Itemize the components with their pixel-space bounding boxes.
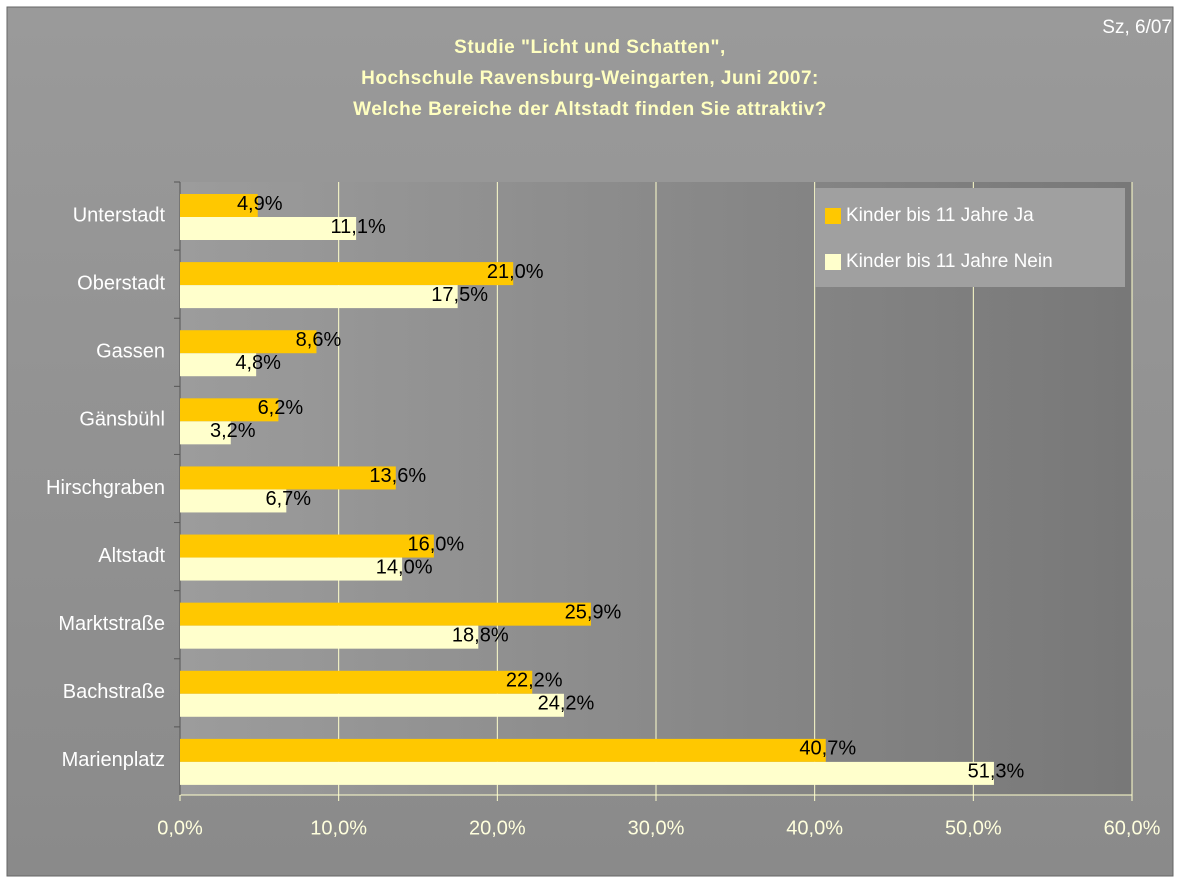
x-tick-label: 0,0%	[157, 817, 203, 839]
y-tick-label: Marktstraße	[58, 613, 165, 635]
bar	[180, 217, 357, 240]
bar	[180, 466, 396, 490]
legend-label: Kinder bis 11 Jahre Ja	[846, 205, 1034, 226]
y-tick-label: Marienplatz	[62, 749, 165, 771]
y-tick-label: Unterstadt	[73, 204, 166, 226]
bar	[180, 602, 591, 626]
y-tick-label: Gassen	[96, 341, 165, 363]
value-label: 3,2%	[210, 420, 256, 442]
value-label: 6,7%	[266, 488, 312, 510]
legend-label: Kinder bis 11 Jahre Nein	[846, 251, 1053, 272]
chart-title: Studie "Licht und Schatten",	[454, 37, 726, 58]
value-label: 4,9%	[237, 193, 283, 215]
annotation: Sz, 6/07	[1102, 17, 1172, 38]
bar	[180, 489, 287, 513]
bar	[180, 330, 317, 354]
bar	[180, 625, 479, 649]
chart-title: Hochschule Ravensburg-Weingarten, Juni 2…	[361, 68, 819, 89]
value-label: 21,0%	[487, 261, 544, 283]
y-tick-label: Oberstadt	[77, 272, 165, 294]
value-label: 4,8%	[235, 352, 281, 374]
bar	[180, 353, 257, 377]
value-label: 22,2%	[506, 670, 563, 692]
x-tick-label: 40,0%	[786, 817, 843, 839]
value-label: 24,2%	[538, 693, 595, 715]
value-label: 18,8%	[452, 624, 509, 646]
bar	[180, 285, 458, 309]
legend-swatch	[825, 254, 841, 270]
bar	[180, 262, 514, 286]
bar	[180, 693, 564, 717]
value-label: 17,5%	[431, 284, 488, 306]
x-tick-label: 30,0%	[628, 817, 685, 839]
value-label: 14,0%	[376, 556, 433, 578]
chart-title: Welche Bereiche der Altstadt finden Sie …	[353, 99, 827, 120]
bar	[180, 761, 994, 785]
value-label: 25,9%	[565, 601, 622, 623]
legend-box	[815, 188, 1125, 287]
bar	[180, 421, 231, 445]
x-tick-label: 10,0%	[310, 817, 367, 839]
y-tick-label: Hirschgraben	[46, 477, 165, 499]
value-label: 16,0%	[408, 533, 465, 555]
y-tick-label: Gänsbühl	[79, 409, 165, 431]
value-label: 6,2%	[258, 397, 304, 419]
y-tick-label: Bachstraße	[63, 681, 165, 703]
bar	[180, 738, 826, 762]
value-label: 51,3%	[968, 761, 1025, 783]
bar	[180, 398, 279, 422]
bar	[180, 194, 258, 217]
x-tick-label: 50,0%	[945, 817, 1002, 839]
x-tick-label: 20,0%	[469, 817, 526, 839]
bar	[180, 534, 434, 558]
x-tick-label: 60,0%	[1104, 817, 1161, 839]
value-label: 11,1%	[331, 216, 386, 238]
y-tick-label: Altstadt	[98, 545, 165, 567]
value-label: 8,6%	[296, 329, 342, 351]
value-label: 40,7%	[799, 738, 856, 760]
legend-swatch	[825, 208, 841, 224]
value-label: 13,6%	[369, 465, 426, 487]
bar	[180, 557, 403, 581]
bar	[180, 670, 533, 694]
